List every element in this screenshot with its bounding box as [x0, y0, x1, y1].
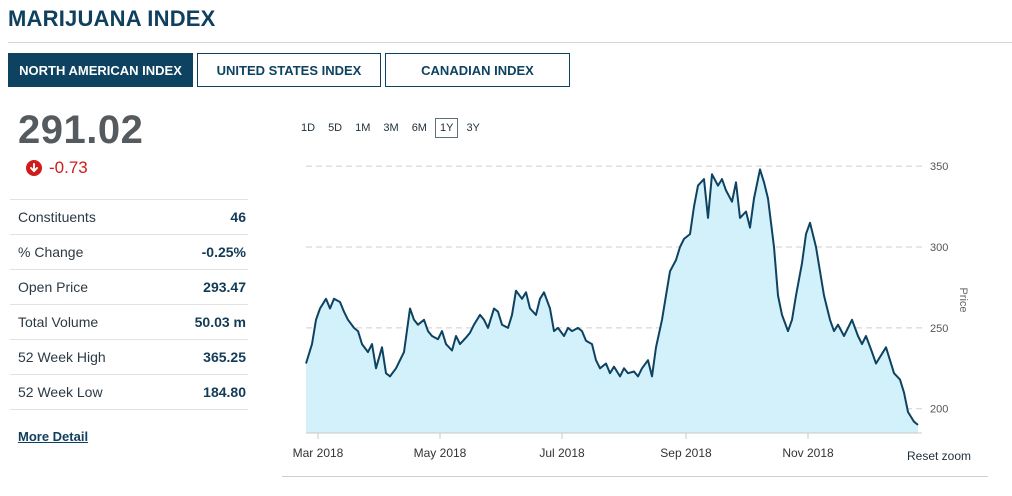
- stat-label: 52 Week Low: [18, 384, 103, 400]
- stat-row-open-price: Open Price 293.47: [10, 270, 248, 305]
- page-title: MARIJUANA INDEX: [8, 6, 216, 31]
- range-6m-button[interactable]: 6M: [411, 122, 427, 134]
- range-3y-button[interactable]: 3Y: [466, 122, 480, 134]
- stat-label: Total Volume: [18, 314, 99, 330]
- stat-label: Open Price: [18, 279, 89, 295]
- range-5d-button[interactable]: 5D: [328, 122, 343, 134]
- range-1m-button[interactable]: 1M: [355, 122, 371, 134]
- range-1d-button[interactable]: 1D: [301, 122, 316, 134]
- price-change-value: -0.73: [49, 158, 88, 177]
- price-area-fill: [306, 169, 918, 433]
- index-price: 291.02: [18, 108, 144, 152]
- stat-row-total-volume: Total Volume 50.03 m: [10, 305, 248, 340]
- title-divider: [8, 42, 1012, 43]
- tab-north-american-index[interactable]: NORTH AMERICAN INDEX: [8, 53, 193, 87]
- stat-value: 184.80: [203, 384, 246, 400]
- more-detail-link[interactable]: More Detail: [18, 429, 89, 444]
- index-tabs: NORTH AMERICAN INDEX UNITED STATES INDEX…: [8, 53, 574, 87]
- stat-value: 50.03 m: [194, 314, 246, 330]
- x-tick-label: Nov 2018: [782, 446, 834, 460]
- y-tick-label: 250: [930, 323, 948, 335]
- stat-row-percent-change: % Change -0.25%: [10, 235, 248, 270]
- price-series-line: [305, 168, 919, 426]
- range-1y-button[interactable]: 1Y: [434, 118, 459, 138]
- stat-value: 46: [230, 209, 246, 225]
- tab-united-states-index[interactable]: UNITED STATES INDEX: [197, 53, 381, 87]
- price-change: -0.73: [26, 158, 88, 178]
- x-tick-label: Sep 2018: [660, 446, 712, 460]
- stat-row-52-week-high: 52 Week High 365.25: [10, 340, 248, 375]
- stat-row-52-week-low: 52 Week Low 184.80: [10, 375, 248, 410]
- x-tick-label: Mar 2018: [293, 446, 344, 460]
- stat-value: 293.47: [203, 279, 246, 295]
- stats-table: Constituents 46 % Change -0.25% Open Pri…: [10, 199, 248, 410]
- stat-label: % Change: [18, 244, 84, 260]
- y-tick-label: 200: [930, 404, 948, 416]
- range-3m-button[interactable]: 3M: [383, 122, 399, 134]
- x-tick-label: May 2018: [414, 446, 467, 460]
- y-tick-label: 350: [930, 161, 948, 173]
- chart-axes: 200 250 300 350 Mar 2018 May 2018 Jul 2018 Sep …: [293, 161, 949, 460]
- price-chart[interactable]: 200 250 300 350 Mar 2018 May 2018 Jul 2018 Sep …: [280, 140, 990, 470]
- y-axis-label: Price: [957, 287, 969, 312]
- stat-label: Constituents: [18, 209, 96, 225]
- y-tick-label: 300: [930, 242, 948, 254]
- stat-value: 365.25: [203, 349, 246, 365]
- arrow-down-circle-icon: [26, 160, 42, 176]
- reset-zoom-button[interactable]: Reset zoom: [907, 449, 972, 463]
- chart-bottom-divider: [282, 476, 988, 477]
- stat-value: -0.25%: [201, 244, 246, 260]
- stat-label: 52 Week High: [18, 349, 106, 365]
- tab-canadian-index[interactable]: CANADIAN INDEX: [385, 53, 570, 87]
- stat-row-constituents: Constituents 46: [10, 200, 248, 235]
- x-tick-label: Jul 2018: [539, 446, 585, 460]
- range-selector: 1D 5D 1M 3M 6M 1Y 3Y: [296, 118, 488, 138]
